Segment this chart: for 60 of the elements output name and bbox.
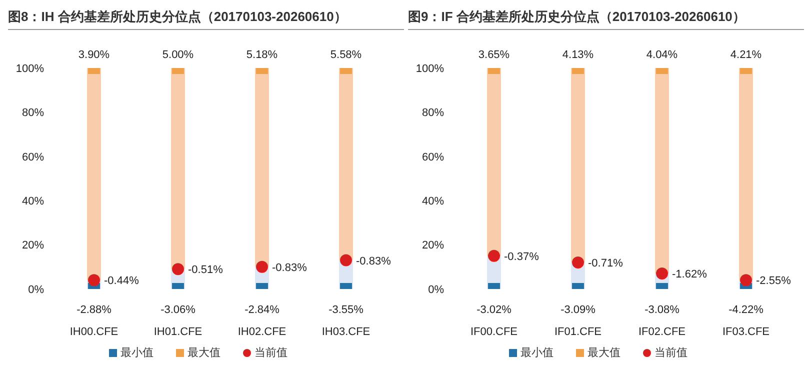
legend-label: 最小值 bbox=[120, 346, 154, 360]
y-tick-label: 80% bbox=[22, 107, 44, 120]
bar bbox=[339, 68, 353, 260]
bar bbox=[655, 68, 669, 274]
bar bbox=[171, 68, 185, 270]
legend-label: 最大值 bbox=[186, 346, 220, 360]
y-tick-label: 20% bbox=[22, 240, 44, 252]
bar bbox=[571, 68, 585, 262]
x-tick-label: IF02.CFE bbox=[638, 326, 686, 338]
legend-label: 当前值 bbox=[654, 346, 688, 360]
bar bbox=[739, 68, 753, 280]
chart-title: 图9：IF 合约基差所处历史分位点（20170103-20260610） bbox=[408, 8, 804, 30]
y-tick-label: 100% bbox=[416, 62, 444, 75]
annotation: -3.02% bbox=[476, 304, 512, 316]
x-tick-label: IF00.CFE bbox=[470, 326, 518, 338]
annotation: 4.04% bbox=[646, 49, 678, 61]
y-tick-label: 80% bbox=[422, 107, 444, 120]
annotation: 3.90% bbox=[78, 49, 110, 61]
y-tick-label: 60% bbox=[22, 151, 44, 164]
annotation: -2.84% bbox=[244, 304, 280, 316]
x-tick-label: IH01.CFE bbox=[154, 326, 202, 338]
annotation: 4.21% bbox=[730, 49, 762, 61]
annotation: -3.09% bbox=[560, 304, 596, 316]
annotation: -1.62% bbox=[672, 268, 708, 281]
annotation: -0.44% bbox=[104, 275, 140, 288]
annotation: -0.71% bbox=[588, 257, 624, 270]
annotation: -2.55% bbox=[756, 275, 792, 288]
annotation: -0.83% bbox=[356, 255, 392, 268]
annotation: -0.51% bbox=[188, 264, 224, 276]
annotation: 5.00% bbox=[162, 49, 194, 61]
y-tick-label: 20% bbox=[422, 240, 444, 252]
bar bbox=[487, 68, 501, 256]
legend-label: 当前值 bbox=[254, 346, 288, 360]
chart-title: 图8：IH 合约基差所处历史分位点（20170103-20260610） bbox=[8, 8, 404, 30]
annotation: 3.65% bbox=[478, 49, 510, 61]
annotation: -3.08% bbox=[644, 304, 680, 316]
annotation: -0.37% bbox=[504, 250, 540, 263]
y-tick-label: 40% bbox=[422, 196, 444, 208]
y-tick-label: 60% bbox=[422, 151, 444, 164]
annotation: 5.18% bbox=[246, 49, 278, 61]
x-tick-label: IH02.CFE bbox=[238, 326, 286, 338]
bar bbox=[255, 68, 269, 267]
legend-label: 最大值 bbox=[586, 346, 620, 360]
annotation: -3.06% bbox=[160, 304, 196, 316]
legend-label: 最小值 bbox=[520, 346, 554, 360]
x-tick-label: IF03.CFE bbox=[722, 326, 770, 338]
annotation: -4.22% bbox=[728, 304, 764, 316]
annotation: -3.55% bbox=[328, 304, 364, 316]
annotation: -0.83% bbox=[272, 262, 308, 274]
annotation: 5.58% bbox=[330, 49, 362, 61]
x-tick-label: IF01.CFE bbox=[554, 326, 602, 338]
y-tick-label: 0% bbox=[428, 284, 444, 296]
annotation: -2.88% bbox=[76, 304, 112, 316]
bar bbox=[87, 68, 101, 280]
x-tick-label: IH00.CFE bbox=[70, 326, 118, 338]
y-tick-label: 40% bbox=[22, 196, 44, 208]
x-tick-label: IH03.CFE bbox=[322, 326, 370, 338]
y-tick-label: 0% bbox=[28, 284, 44, 296]
annotation: 4.13% bbox=[562, 49, 594, 61]
y-tick-label: 100% bbox=[16, 62, 44, 75]
